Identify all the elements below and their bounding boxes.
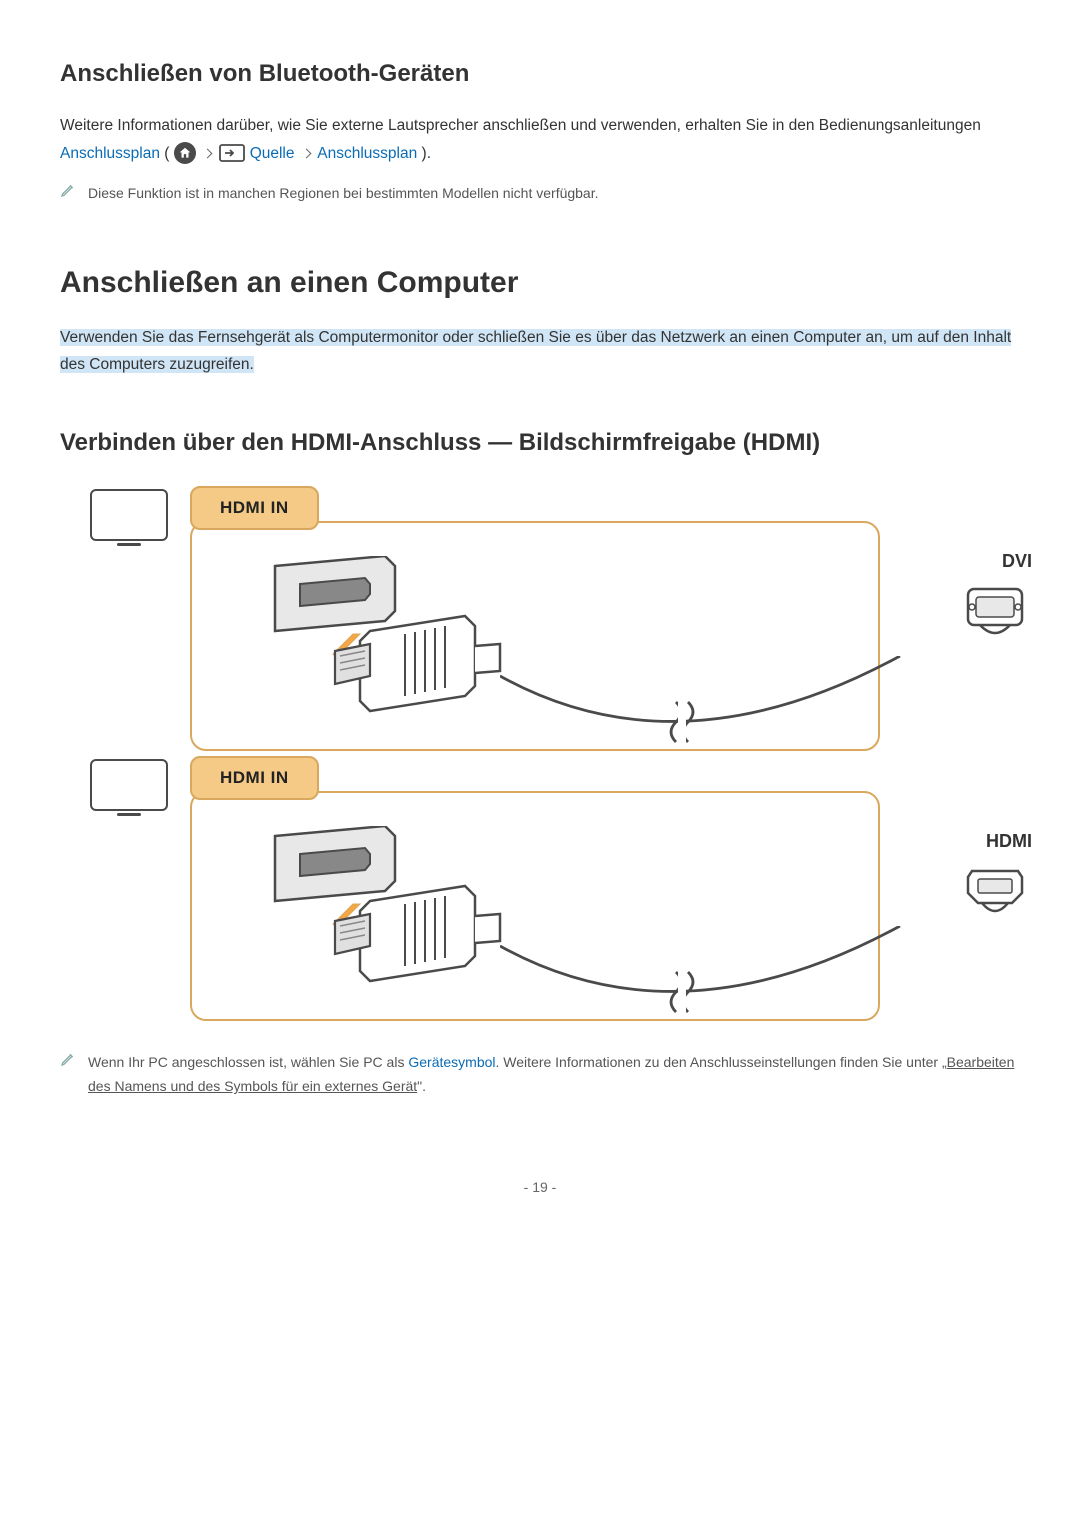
link-geraetesymbol[interactable]: Gerätesymbol — [408, 1054, 495, 1070]
hdmi-in-label-2: HDMI IN — [190, 756, 319, 800]
note-pencil-icon — [60, 1051, 88, 1074]
diagram-container: HDMI IN DVI — [90, 481, 1020, 1021]
page-number: - 19 - — [60, 1179, 1020, 1195]
paren-close: ). — [422, 145, 431, 162]
cable-curve-1 — [500, 656, 920, 746]
note-block-2: Wenn Ihr PC angeschlossen ist, wählen Si… — [60, 1051, 1020, 1099]
paren-open: ( — [164, 145, 169, 162]
home-icon — [174, 142, 196, 164]
dvi-connector-icon — [960, 581, 1030, 651]
note2-b: . Weitere Informationen zu den Anschluss… — [496, 1054, 947, 1070]
note-block: Diese Funktion ist in manchen Regionen b… — [60, 182, 1020, 206]
section-bluetooth-title: Anschließen von Bluetooth-Geräten — [60, 60, 1020, 88]
link-anschlussplan-2[interactable]: Anschlussplan — [317, 145, 417, 162]
source-icon — [219, 144, 245, 162]
hdmi-connector-icon — [960, 861, 1030, 931]
section-computer-title: Anschließen an einen Computer — [60, 266, 1020, 300]
highlighted-text: Verwenden Sie das Fernsehgerät als Compu… — [60, 329, 1011, 374]
note-text: Diese Funktion ist in manchen Regionen b… — [88, 182, 599, 206]
link-anschlussplan-1[interactable]: Anschlussplan — [60, 145, 160, 162]
cable-curve-2 — [500, 926, 920, 1016]
tv-icon — [90, 489, 168, 541]
diagram-row-hdmi: HDMI IN HDMI — [90, 751, 1020, 1021]
intro-text-a: Weitere Informationen darüber, wie Sie e… — [60, 117, 981, 134]
section-computer-highlight: Verwenden Sie das Fernsehgerät als Compu… — [60, 324, 1020, 380]
section-hdmi-title: Verbinden über den HDMI-Anschluss ― Bild… — [60, 429, 1020, 457]
conn-label-hdmi: HDMI — [986, 831, 1032, 852]
hdmi-port-plug-1 — [265, 556, 525, 746]
hdmi-in-label-1: HDMI IN — [190, 486, 319, 530]
note2-a: Wenn Ihr PC angeschlossen ist, wählen Si… — [88, 1054, 408, 1070]
tv-icon — [90, 759, 168, 811]
note-text-2: Wenn Ihr PC angeschlossen ist, wählen Si… — [88, 1051, 1020, 1099]
link-quelle[interactable]: Quelle — [250, 145, 295, 162]
chevron-icon — [301, 149, 311, 159]
conn-label-dvi: DVI — [1002, 551, 1032, 572]
section-bluetooth-intro: Weitere Informationen darüber, wie Sie e… — [60, 112, 1020, 168]
diagram-row-dvi: HDMI IN DVI — [90, 481, 1020, 751]
hdmi-port-plug-2 — [265, 826, 525, 1016]
note2-c: ". — [417, 1078, 426, 1094]
note-pencil-icon — [60, 182, 88, 205]
chevron-icon — [203, 149, 213, 159]
